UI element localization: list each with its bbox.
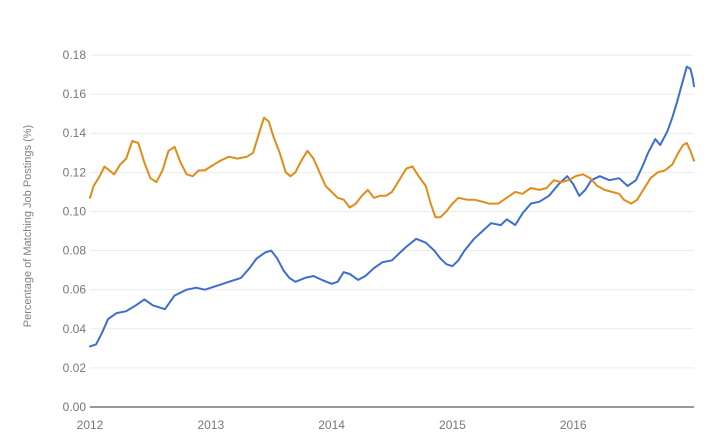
y-tick-label: 0.10 [63,204,87,218]
y-tick-label: 0.14 [63,126,87,140]
y-tick-label: 0.08 [63,244,87,258]
y-tick-label: 0.04 [63,322,87,336]
y-tick-label: 0.12 [63,165,87,179]
gridlines [90,54,694,369]
y-tick-label: 0.00 [63,400,87,414]
series-line-1 [89,65,695,348]
y-tick-label: 0.06 [63,283,87,297]
y-tick-label: 0.02 [63,361,87,375]
y-axis-label: Percentage of Matching Job Postings (%) [22,125,34,327]
x-tick-label: 2012 [77,418,104,432]
x-tick-label: 2015 [439,418,466,432]
x-tick-label: 2013 [197,418,224,432]
x-tick-label: 2014 [318,418,345,432]
series-lines [89,65,695,348]
y-tick-label: 0.16 [63,87,87,101]
y-tick-label: 0.18 [63,48,87,62]
x-axis-ticks: 2012 2013 2014 2015 2016 [77,418,587,432]
y-axis-ticks: 0.00 0.02 0.04 0.06 0.08 0.10 0.12 0.14 0.16 0.18 [63,48,87,414]
x-tick-label: 2016 [560,418,587,432]
series-line-2 [89,116,695,219]
